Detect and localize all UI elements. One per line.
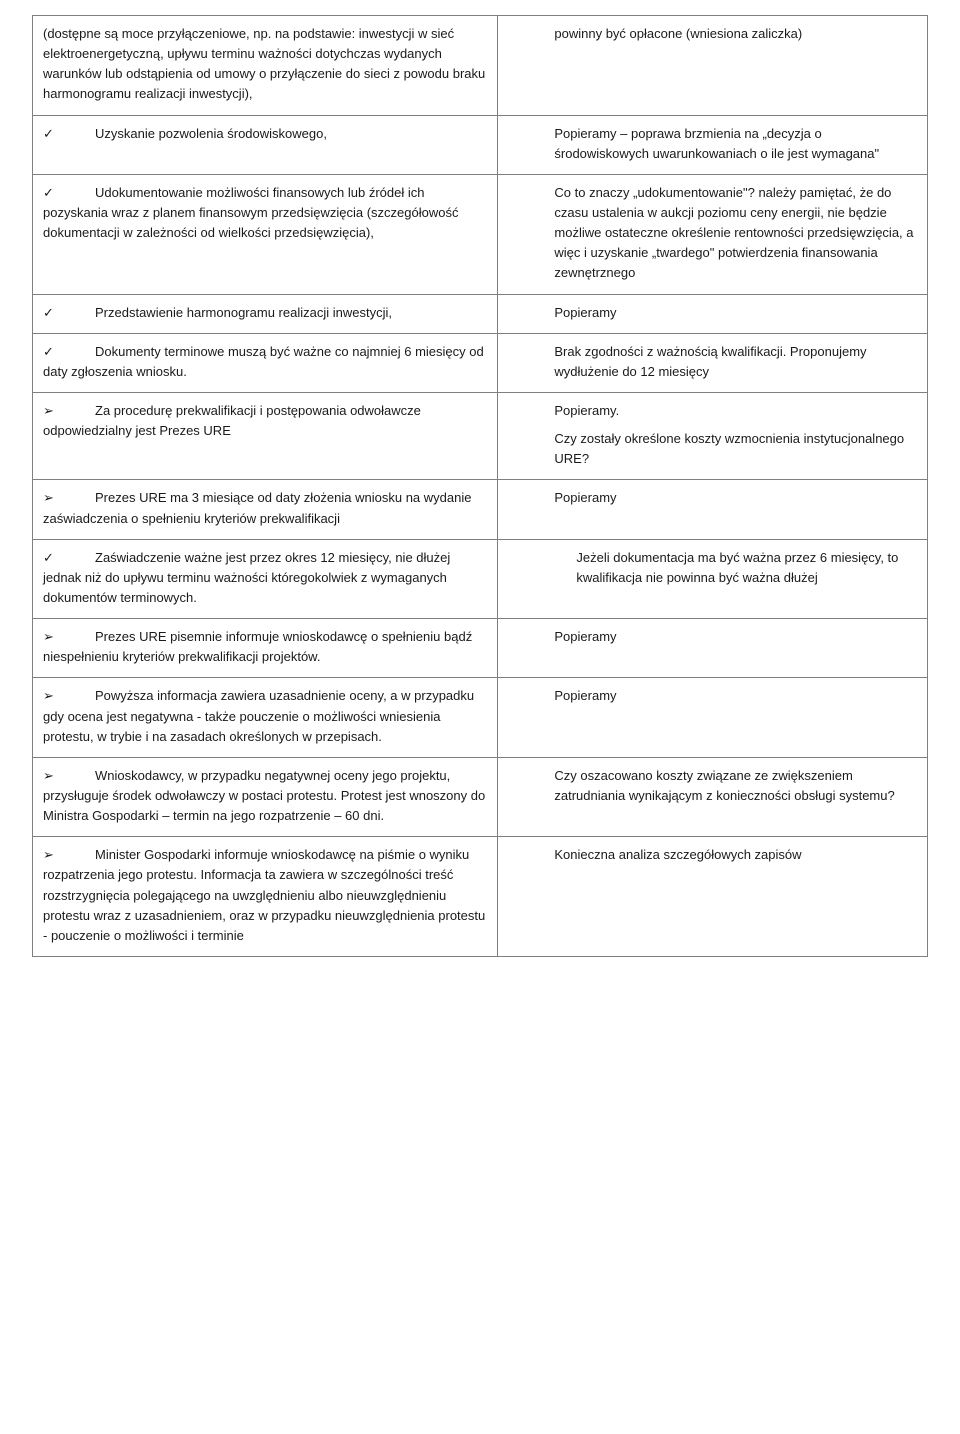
- bullet-icon: ➢: [43, 845, 95, 865]
- bullet-icon: ➢: [43, 686, 95, 706]
- table-row: ✓Uzyskanie pozwolenia środowiskowego,Pop…: [33, 115, 928, 174]
- left-text: Prezes URE pisemnie informuje wnioskodaw…: [43, 629, 472, 664]
- bullet-icon: ✓: [43, 124, 95, 144]
- left-text: Zaświadczenie ważne jest przez okres 12 …: [43, 550, 450, 605]
- left-text: Udokumentowanie możliwości finansowych l…: [43, 185, 458, 240]
- right-text: Brak zgodności z ważnością kwalifikacji.…: [508, 342, 917, 382]
- table-row: ➢Za procedurę prekwalifikacji i postępow…: [33, 392, 928, 479]
- right-text: Konieczna analiza szczegółowych zapisów: [508, 845, 917, 865]
- left-cell: ✓Udokumentowanie możliwości finansowych …: [33, 174, 498, 294]
- right-cell: Popieramy – poprawa brzmienia na „decyzj…: [498, 115, 928, 174]
- bullet-icon: ➢: [43, 766, 95, 786]
- right-cell: Popieramy: [498, 678, 928, 757]
- right-cell: Konieczna analiza szczegółowych zapisów: [498, 837, 928, 957]
- left-cell: ✓Uzyskanie pozwolenia środowiskowego,: [33, 115, 498, 174]
- bullet-icon: ✓: [43, 183, 95, 203]
- left-cell: (dostępne są moce przyłączeniowe, np. na…: [33, 16, 498, 116]
- left-text: Dokumenty terminowe muszą być ważne co n…: [43, 344, 484, 379]
- right-cell: powinny być opłacone (wniesiona zaliczka…: [498, 16, 928, 116]
- left-text: Za procedurę prekwalifikacji i postępowa…: [43, 403, 421, 438]
- right-cell: Popieramy: [498, 480, 928, 539]
- left-text: Prezes URE ma 3 miesiące od daty złożeni…: [43, 490, 471, 525]
- bullet-icon: ➢: [43, 627, 95, 647]
- right-text-2: Czy zostały określone koszty wzmocnienia…: [508, 429, 917, 469]
- bullet-icon: ✓: [43, 548, 95, 568]
- left-cell: ➢Wnioskodawcy, w przypadku negatywnej oc…: [33, 757, 498, 836]
- left-cell: ➢Prezes URE ma 3 miesiące od daty złożen…: [33, 480, 498, 539]
- left-cell: ✓Przedstawienie harmonogramu realizacji …: [33, 294, 498, 333]
- left-cell: ➢Powyższa informacja zawiera uzasadnieni…: [33, 678, 498, 757]
- right-cell: Co to znaczy „udokumentowanie"? należy p…: [498, 174, 928, 294]
- right-text: Popieramy – poprawa brzmienia na „decyzj…: [508, 124, 917, 164]
- right-text: Popieramy.: [508, 401, 917, 421]
- left-text: Wnioskodawcy, w przypadku negatywnej oce…: [43, 768, 485, 823]
- table-row: ➢Prezes URE pisemnie informuje wnioskoda…: [33, 619, 928, 678]
- right-text: Co to znaczy „udokumentowanie"? należy p…: [508, 183, 917, 284]
- right-text: Popieramy: [508, 488, 917, 508]
- bullet-icon: ➢: [43, 488, 95, 508]
- table-row: ➢Minister Gospodarki informuje wnioskoda…: [33, 837, 928, 957]
- right-text: powinny być opłacone (wniesiona zaliczka…: [508, 24, 917, 44]
- table-row: (dostępne są moce przyłączeniowe, np. na…: [33, 16, 928, 116]
- right-text: Popieramy: [508, 686, 917, 706]
- left-cell: ✓Dokumenty terminowe muszą być ważne co …: [33, 333, 498, 392]
- table-row: ➢Wnioskodawcy, w przypadku negatywnej oc…: [33, 757, 928, 836]
- left-cell: ➢Prezes URE pisemnie informuje wnioskoda…: [33, 619, 498, 678]
- left-cell: ✓Zaświadczenie ważne jest przez okres 12…: [33, 539, 498, 618]
- left-text: Uzyskanie pozwolenia środowiskowego,: [95, 126, 327, 141]
- table-row: ➢Powyższa informacja zawiera uzasadnieni…: [33, 678, 928, 757]
- table-row: ➢Prezes URE ma 3 miesiące od daty złożen…: [33, 480, 928, 539]
- left-text: Przedstawienie harmonogramu realizacji i…: [95, 305, 392, 320]
- right-cell: Popieramy: [498, 619, 928, 678]
- right-text: Popieramy: [508, 303, 917, 323]
- table-row: ✓Przedstawienie harmonogramu realizacji …: [33, 294, 928, 333]
- left-text: (dostępne są moce przyłączeniowe, np. na…: [43, 26, 485, 101]
- right-cell: Brak zgodności z ważnością kwalifikacji.…: [498, 333, 928, 392]
- right-cell: Popieramy. Czy zostały określone koszty w…: [498, 392, 928, 479]
- right-text: Popieramy: [508, 627, 917, 647]
- document-table: (dostępne są moce przyłączeniowe, np. na…: [32, 15, 928, 957]
- right-cell: Jeżeli dokumentacja ma być ważna przez 6…: [498, 539, 928, 618]
- bullet-icon: ✓: [43, 303, 95, 323]
- right-text: Jeżeli dokumentacja ma być ważna przez 6…: [508, 548, 917, 588]
- table-row: ✓Dokumenty terminowe muszą być ważne co …: [33, 333, 928, 392]
- left-cell: ➢Minister Gospodarki informuje wnioskoda…: [33, 837, 498, 957]
- right-text: Czy oszacowano koszty związane ze zwięks…: [508, 766, 917, 806]
- left-text: Powyższa informacja zawiera uzasadnienie…: [43, 688, 474, 743]
- bullet-icon: ✓: [43, 342, 95, 362]
- table-row: ✓Udokumentowanie możliwości finansowych …: [33, 174, 928, 294]
- left-text: Minister Gospodarki informuje wnioskodaw…: [43, 847, 485, 943]
- bullet-icon: ➢: [43, 401, 95, 421]
- right-cell: Czy oszacowano koszty związane ze zwięks…: [498, 757, 928, 836]
- table-row: ✓Zaświadczenie ważne jest przez okres 12…: [33, 539, 928, 618]
- right-cell: Popieramy: [498, 294, 928, 333]
- left-cell: ➢Za procedurę prekwalifikacji i postępow…: [33, 392, 498, 479]
